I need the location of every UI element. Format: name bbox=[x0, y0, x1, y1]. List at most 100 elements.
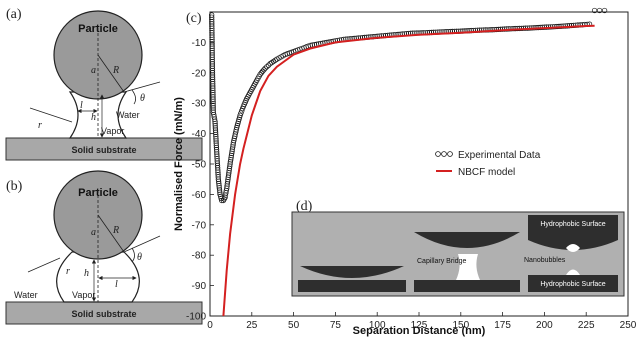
x-tick-label: 100 bbox=[369, 320, 386, 331]
inset-nanobubble-bottom bbox=[566, 269, 580, 275]
inset-bottom-plate-1 bbox=[298, 280, 406, 292]
x-tick-label: 25 bbox=[246, 320, 258, 331]
legend: Experimental Data NBCF model bbox=[435, 150, 541, 178]
legend-exp-marker bbox=[447, 151, 453, 157]
legend-exp-marker bbox=[435, 151, 441, 157]
y-axis-label: Normalised Force (mN/m) bbox=[173, 97, 185, 231]
experimental-point bbox=[568, 22, 575, 29]
y-tick-label: -30 bbox=[192, 99, 207, 110]
panel-a-symbol-l: l bbox=[80, 100, 83, 111]
experimental-point bbox=[237, 112, 243, 119]
panel-a-tangent-line bbox=[123, 81, 161, 93]
series-experimental bbox=[209, 7, 608, 204]
inset-nanobubble-top bbox=[566, 244, 580, 252]
inset-hydrophobic-top bbox=[528, 215, 618, 250]
panel-b-symbol-theta: θ bbox=[137, 252, 142, 263]
panel-d: (d) Capillary Bridge Hydrophobic Surface… bbox=[291, 199, 625, 297]
legend-model-label: NBCF model bbox=[458, 167, 515, 178]
panel-c: (c) -10 -20 -30 -40 -50 -60 -70 -80 -90 -100 0 25 5… bbox=[173, 7, 637, 337]
y-tick-label: -70 bbox=[192, 220, 207, 231]
experimental-point bbox=[483, 27, 489, 33]
panel-a-symbol-h: h bbox=[91, 112, 96, 123]
series-layer bbox=[209, 7, 608, 317]
experimental-point bbox=[487, 27, 493, 33]
x-tick-label: 250 bbox=[620, 320, 637, 331]
experimental-point bbox=[238, 110, 244, 116]
x-tick-label: 75 bbox=[330, 320, 342, 331]
panel-c-label: (c) bbox=[186, 11, 202, 26]
experimental-point bbox=[239, 108, 245, 114]
inset-hydrophobic-bottom bbox=[528, 275, 618, 292]
inset-capillary-text: Capillary Bridge bbox=[417, 258, 467, 265]
panel-b-tangent-line bbox=[123, 235, 161, 253]
experimental-point bbox=[571, 22, 577, 29]
panel-a-symbol-r: r bbox=[38, 120, 42, 131]
x-tick-label: 125 bbox=[411, 320, 428, 331]
inset-capillary-bridge bbox=[456, 254, 480, 280]
panel-b-symbol-a: a bbox=[91, 227, 96, 238]
panel-b-r-line bbox=[27, 257, 61, 273]
legend-exp-label: Experimental Data bbox=[458, 150, 541, 161]
experimental-point bbox=[264, 64, 270, 70]
panel-b-water-label: Water bbox=[14, 290, 38, 300]
y-tick-label: -10 bbox=[192, 38, 207, 49]
y-tick-label: -20 bbox=[192, 68, 207, 79]
legend-exp-marker bbox=[441, 151, 447, 157]
x-axis-ticks: 0 25 50 75 100 125 150 175 200 225 250 bbox=[207, 312, 637, 331]
panel-d-label: (d) bbox=[296, 199, 313, 214]
panel-a-water-label: Water bbox=[116, 110, 140, 120]
inset-hydrophobic-top-label: Hydrophobic Surface bbox=[540, 221, 605, 228]
inset-particle-1 bbox=[300, 266, 404, 278]
panel-a: (a) Solid substrate Particle R a θ l h r… bbox=[5, 7, 203, 161]
experimental-point bbox=[265, 62, 272, 68]
experimental-point bbox=[601, 7, 608, 14]
panel-a-symbol-theta: θ bbox=[140, 93, 145, 104]
panel-a-symbol-R: R bbox=[112, 65, 119, 76]
panel-a-vapor-label: Vapor bbox=[101, 126, 124, 136]
panel-b-symbol-r: r bbox=[66, 266, 70, 277]
panel-b-symbol-h: h bbox=[84, 268, 89, 279]
x-tick-label: 175 bbox=[494, 320, 511, 331]
series-nbcf-model-line bbox=[222, 24, 595, 317]
y-axis-ticks: -10 -20 -30 -40 -50 -60 -70 -80 -90 -100 bbox=[186, 38, 214, 323]
y-tick-label: -80 bbox=[192, 251, 207, 262]
y-tick-label: -90 bbox=[192, 281, 207, 292]
panel-a-angle-arc bbox=[131, 89, 136, 105]
x-tick-label: 225 bbox=[578, 320, 595, 331]
panel-a-radius-line bbox=[97, 54, 125, 93]
panel-a-label: (a) bbox=[6, 7, 22, 22]
y-tick-label: -100 bbox=[186, 312, 206, 323]
experimental-point bbox=[591, 7, 598, 14]
x-tick-label: 150 bbox=[452, 320, 469, 331]
panel-a-r-line bbox=[29, 107, 73, 123]
x-tick-label: 0 bbox=[207, 320, 213, 331]
experimental-point bbox=[485, 27, 491, 33]
experimental-point bbox=[272, 57, 278, 63]
x-axis-label: Separation Distance (nm) bbox=[353, 325, 486, 337]
y-tick-label: -60 bbox=[192, 190, 207, 201]
inset-hydrophobic-bottom-label: Hydrophobic Surface bbox=[540, 281, 605, 288]
experimental-point bbox=[566, 23, 573, 29]
panel-b-vapor-label: Vapor bbox=[72, 290, 95, 300]
inset-particle-2 bbox=[414, 232, 520, 248]
panel-a-substrate-label: Solid substrate bbox=[71, 145, 136, 155]
y-tick-label: -40 bbox=[192, 129, 207, 140]
panel-b-symbol-R: R bbox=[112, 225, 119, 236]
panel-a-symbol-a: a bbox=[91, 65, 96, 76]
experimental-point bbox=[261, 67, 267, 73]
inset-capillary-label: Capillary Bridge bbox=[417, 258, 467, 265]
inset-nanobubbles-label: Nanobubbles bbox=[524, 257, 566, 264]
x-tick-label: 50 bbox=[288, 320, 300, 331]
experimental-point bbox=[596, 7, 603, 14]
panel-b: (b) Solid substrate Particle R a θ l h r… bbox=[5, 170, 203, 325]
panel-b-symbol-l: l bbox=[115, 279, 118, 290]
panel-b-radius-line bbox=[97, 214, 125, 253]
panel-b-label: (b) bbox=[6, 179, 23, 194]
inset-bottom-plate-2 bbox=[414, 280, 520, 292]
panel-b-angle-arc bbox=[131, 247, 135, 263]
panel-b-substrate-label: Solid substrate bbox=[71, 309, 136, 319]
x-tick-label: 200 bbox=[536, 320, 553, 331]
experimental-point bbox=[262, 65, 268, 71]
y-tick-label: -50 bbox=[192, 160, 207, 171]
